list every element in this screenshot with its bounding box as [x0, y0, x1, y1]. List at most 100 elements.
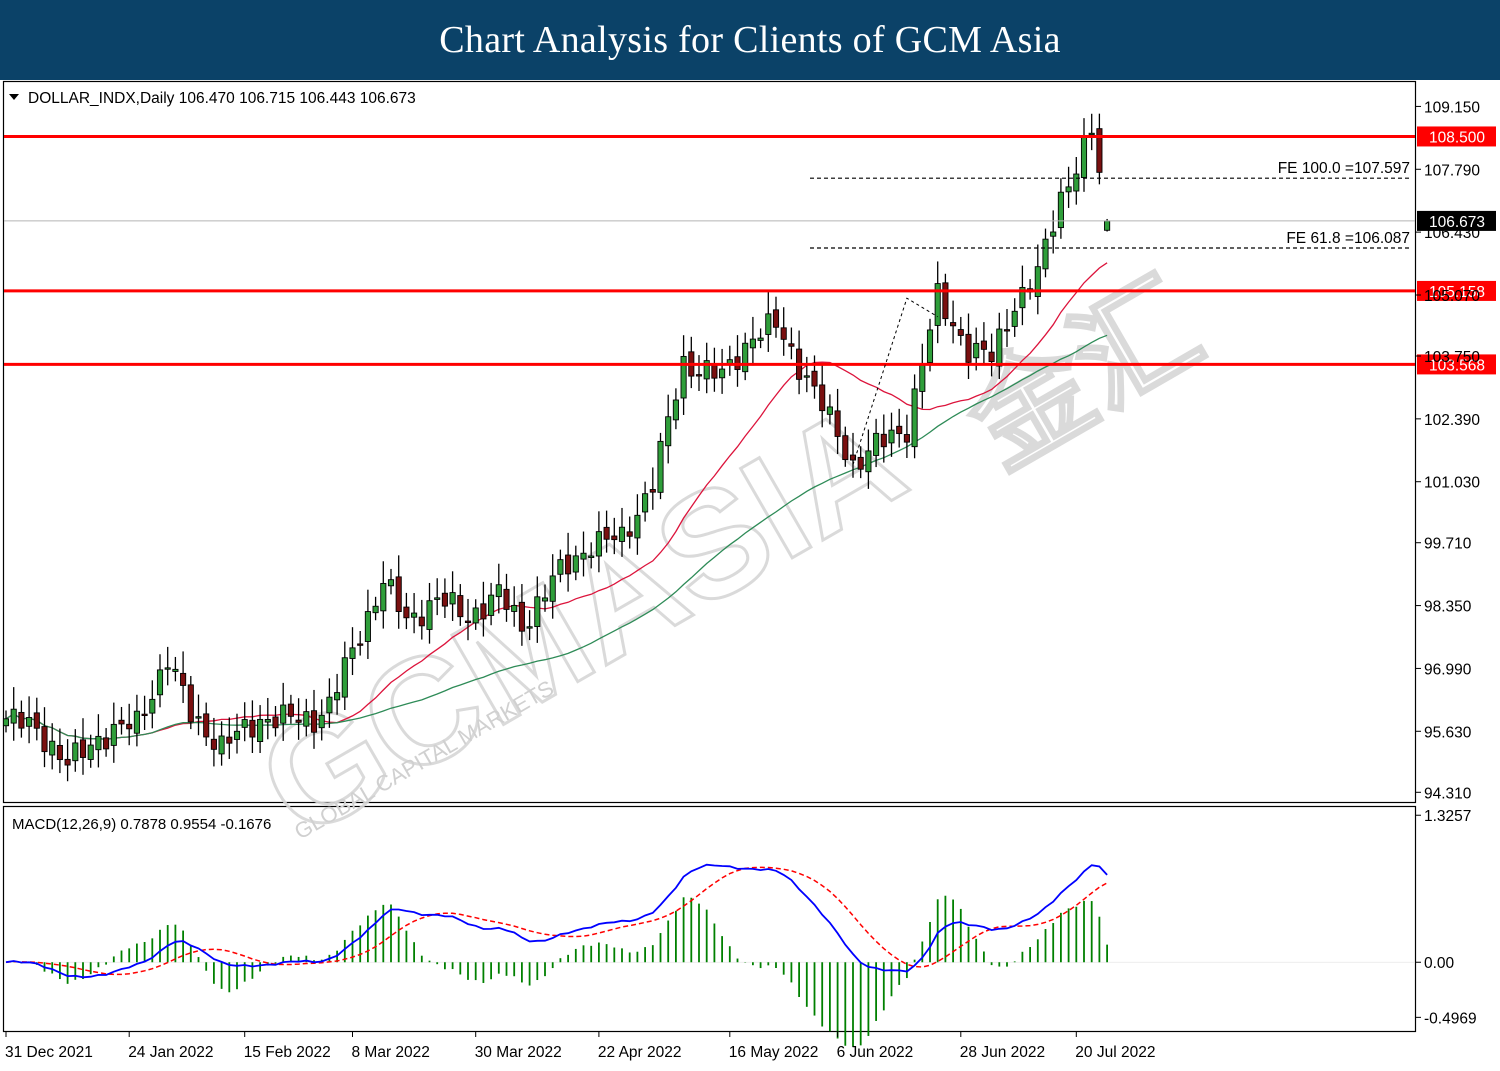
candle	[873, 418, 880, 468]
candle	[226, 717, 233, 759]
candle-body	[642, 493, 649, 513]
time-tick-label: 6 Jun 2022	[837, 1044, 914, 1061]
candle	[665, 394, 672, 464]
candle-body	[903, 434, 910, 443]
candle-body	[1088, 132, 1095, 136]
candle-body	[1050, 231, 1057, 237]
candle-body	[318, 714, 325, 729]
candle	[18, 700, 25, 738]
candle	[749, 316, 756, 366]
candle-body	[441, 592, 448, 607]
candle	[457, 584, 464, 626]
time-tick-label: 30 Mar 2022	[475, 1044, 562, 1061]
candle	[926, 318, 934, 372]
candle-body	[772, 309, 780, 328]
candle	[511, 586, 518, 627]
time-tick-label: 8 Mar 2022	[352, 1044, 430, 1061]
candle-body	[303, 711, 310, 727]
candle-body	[580, 552, 587, 560]
candle	[133, 694, 140, 747]
candle-body	[287, 703, 294, 717]
candle	[595, 511, 602, 573]
candle	[33, 697, 40, 741]
candle	[41, 707, 48, 768]
candle	[1088, 113, 1095, 151]
price-tick-label: 98.350	[1424, 599, 1472, 616]
candle	[1034, 244, 1041, 315]
candle-body	[79, 739, 87, 758]
time-tick-label: 28 Jun 2022	[960, 1044, 1045, 1061]
candle	[588, 542, 595, 569]
candle-body	[49, 740, 56, 756]
candle	[2, 710, 10, 733]
candle-body	[280, 704, 287, 724]
candle-body	[749, 338, 756, 349]
candle-body	[880, 433, 887, 448]
candle-body	[195, 716, 202, 719]
candle	[180, 651, 187, 704]
candle-body	[449, 592, 456, 605]
candle-body	[2, 718, 10, 727]
candle	[634, 494, 641, 555]
candle	[780, 307, 787, 356]
candle-body	[334, 692, 341, 701]
price-tick-label: 94.310	[1424, 785, 1472, 802]
candle	[441, 578, 448, 618]
candle	[272, 706, 279, 737]
candle	[557, 549, 564, 583]
dropdown-triangle-icon[interactable]	[9, 94, 19, 100]
candle	[141, 695, 148, 731]
candle	[1057, 178, 1064, 239]
candle-body	[742, 342, 749, 373]
candle-body	[1019, 286, 1026, 309]
candle-body	[703, 360, 710, 380]
candle	[26, 696, 33, 744]
candle	[695, 355, 703, 392]
candle	[257, 705, 264, 754]
candle-body	[172, 668, 179, 672]
candle-body	[149, 698, 156, 714]
candle	[580, 531, 587, 577]
candle	[819, 364, 826, 428]
chart-background	[0, 80, 1500, 1071]
candle-body	[1042, 238, 1049, 270]
candle-body	[857, 456, 864, 470]
candle-body	[888, 429, 895, 444]
candle-body	[526, 626, 533, 629]
candle-body	[395, 576, 402, 612]
candle	[411, 593, 418, 634]
candle	[310, 689, 318, 749]
candle-body	[657, 440, 664, 493]
candle-body	[241, 719, 248, 728]
candle-body	[1065, 186, 1072, 193]
candle	[126, 703, 133, 746]
candle-body	[634, 514, 641, 539]
fibonacci-label: FE 61.8 =106.087	[1286, 230, 1410, 247]
candle	[95, 714, 102, 768]
candle	[79, 718, 87, 775]
candle-body	[988, 351, 995, 363]
candle-body	[464, 620, 472, 623]
candle-body	[973, 342, 980, 359]
level-price-tag	[1417, 354, 1496, 375]
candle-body	[426, 600, 433, 630]
candle-body	[372, 605, 379, 614]
candle	[87, 734, 94, 768]
candle	[565, 532, 572, 592]
candle	[518, 584, 525, 646]
price-pane	[2, 80, 1417, 804]
macd-label: MACD(12,26,9) 0.7878 0.9554 -0.1676	[12, 816, 271, 833]
macd-tick-label: -0.4969	[1424, 1010, 1477, 1027]
candle	[603, 510, 610, 553]
candle	[980, 322, 987, 365]
price-tick-label: 107.790	[1424, 162, 1480, 179]
candle-body	[603, 526, 610, 540]
candle-body	[996, 328, 1003, 367]
banner-title: Chart Analysis for Clients of GCM Asia	[0, 0, 1500, 80]
candle-body	[56, 744, 63, 761]
candle-body	[180, 672, 187, 686]
candle-body	[164, 667, 171, 670]
candle-body	[511, 604, 518, 612]
slow-ma-line	[5, 334, 1108, 740]
candle-body	[495, 584, 502, 598]
